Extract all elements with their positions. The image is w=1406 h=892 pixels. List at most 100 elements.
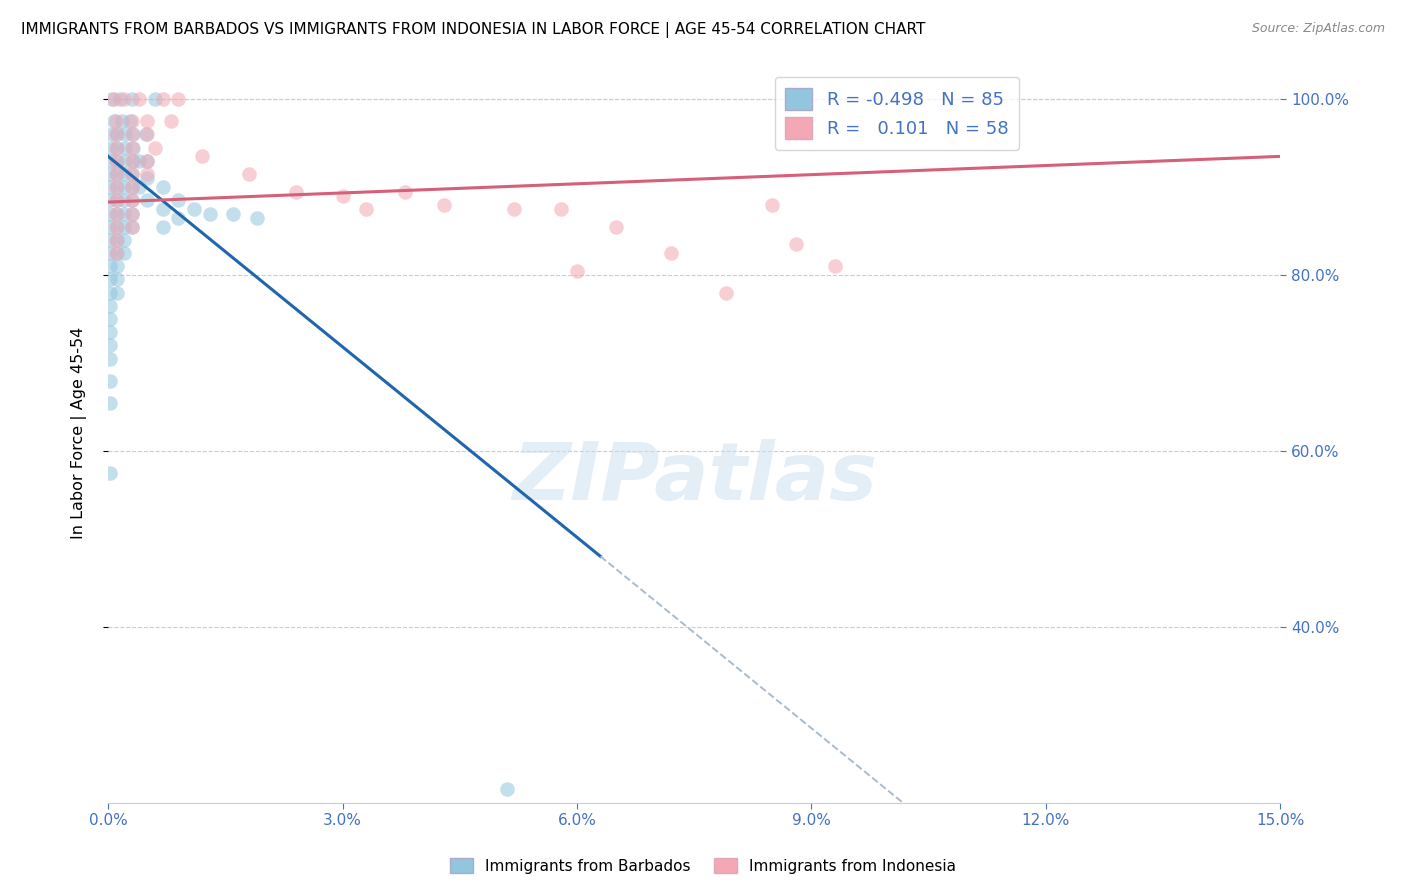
Point xyxy=(121,167,143,181)
Point xyxy=(108,92,131,106)
Point xyxy=(824,259,846,273)
Point xyxy=(394,185,416,199)
Point xyxy=(105,285,128,300)
Point xyxy=(107,128,129,142)
Point xyxy=(100,338,122,352)
Point xyxy=(100,167,122,181)
Point xyxy=(105,180,128,194)
Point xyxy=(104,153,127,168)
Point xyxy=(100,299,122,313)
Point xyxy=(118,114,141,128)
Point xyxy=(100,259,122,273)
Point xyxy=(136,153,159,168)
Point xyxy=(112,206,135,220)
Text: ZIPatlas: ZIPatlas xyxy=(512,439,877,516)
Point xyxy=(104,114,127,128)
Point xyxy=(121,180,143,194)
Point xyxy=(114,167,136,181)
Point xyxy=(503,202,526,216)
Point xyxy=(104,219,127,234)
Point xyxy=(100,206,122,220)
Point xyxy=(104,180,127,194)
Point xyxy=(354,202,377,216)
Point xyxy=(112,219,135,234)
Point xyxy=(121,167,143,181)
Point xyxy=(761,198,783,212)
Point xyxy=(114,194,136,208)
Point xyxy=(104,206,127,220)
Point xyxy=(183,202,205,216)
Point xyxy=(104,128,127,142)
Point xyxy=(143,140,166,154)
Point xyxy=(100,351,122,366)
Point xyxy=(128,180,150,194)
Point xyxy=(143,92,166,106)
Point xyxy=(101,92,124,106)
Point xyxy=(121,92,143,106)
Text: Source: ZipAtlas.com: Source: ZipAtlas.com xyxy=(1251,22,1385,36)
Point xyxy=(105,233,128,247)
Point xyxy=(245,211,267,225)
Point xyxy=(100,233,122,247)
Point xyxy=(550,202,572,216)
Point xyxy=(433,198,456,212)
Point xyxy=(100,219,122,234)
Point xyxy=(100,285,122,300)
Point xyxy=(121,153,143,168)
Point xyxy=(659,246,682,260)
Point xyxy=(121,128,143,142)
Point xyxy=(121,206,143,220)
Legend: R = -0.498   N = 85, R =   0.101   N = 58: R = -0.498 N = 85, R = 0.101 N = 58 xyxy=(775,77,1019,150)
Point xyxy=(136,167,159,181)
Point xyxy=(121,194,143,208)
Point xyxy=(238,167,260,181)
Point xyxy=(121,140,143,154)
Point xyxy=(104,140,127,154)
Point xyxy=(103,114,125,128)
Point xyxy=(114,128,136,142)
Point xyxy=(495,782,517,797)
Point xyxy=(105,206,128,220)
Point xyxy=(122,153,145,168)
Point xyxy=(100,194,122,208)
Point xyxy=(121,206,143,220)
Point xyxy=(121,180,143,194)
Point xyxy=(107,153,129,168)
Text: IMMIGRANTS FROM BARBADOS VS IMMIGRANTS FROM INDONESIA IN LABOR FORCE | AGE 45-54: IMMIGRANTS FROM BARBADOS VS IMMIGRANTS F… xyxy=(21,22,925,38)
Point xyxy=(167,211,190,225)
Point xyxy=(122,140,145,154)
Point xyxy=(100,246,122,260)
Point xyxy=(104,233,127,247)
Point xyxy=(114,140,136,154)
Point xyxy=(105,194,128,208)
Point xyxy=(114,153,136,168)
Point xyxy=(121,219,143,234)
Point xyxy=(122,128,145,142)
Point xyxy=(100,395,122,409)
Point xyxy=(121,219,143,234)
Point xyxy=(128,92,150,106)
Point xyxy=(100,374,122,388)
Point xyxy=(284,185,307,199)
Point xyxy=(114,180,136,194)
Point xyxy=(332,189,354,203)
Point xyxy=(100,325,122,339)
Point xyxy=(105,272,128,286)
Point xyxy=(100,180,122,194)
Point xyxy=(112,92,135,106)
Point xyxy=(104,194,127,208)
Point xyxy=(714,285,737,300)
Point xyxy=(121,194,143,208)
Point xyxy=(605,219,627,234)
Point xyxy=(152,92,174,106)
Point xyxy=(100,153,122,168)
Point xyxy=(136,153,159,168)
Point xyxy=(136,171,159,186)
Point xyxy=(107,140,129,154)
Point xyxy=(100,312,122,326)
Point xyxy=(100,272,122,286)
Point xyxy=(104,167,127,181)
Point xyxy=(128,153,150,168)
Point xyxy=(152,180,174,194)
Point xyxy=(152,219,174,234)
